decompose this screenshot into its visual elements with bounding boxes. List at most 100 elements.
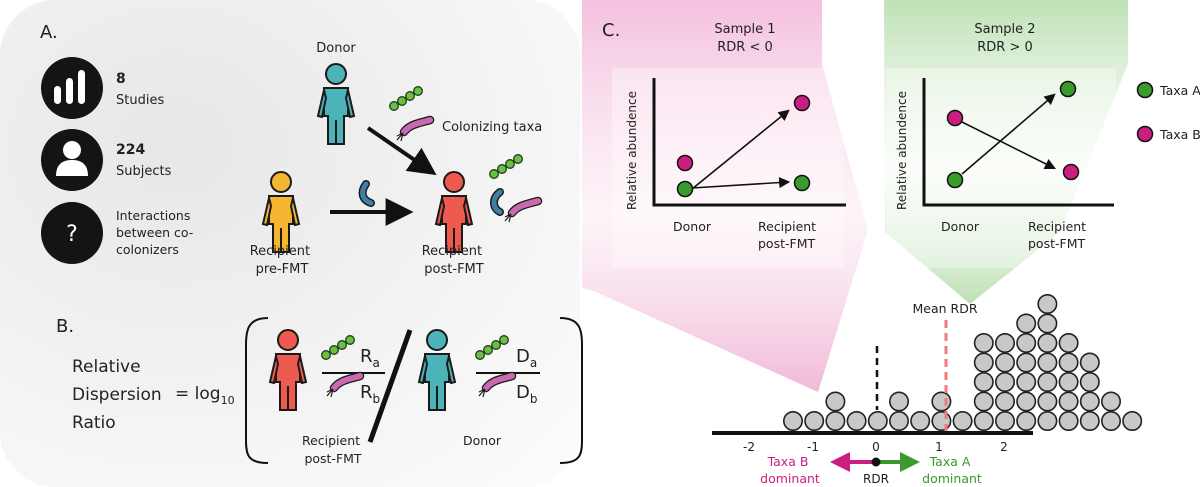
sample2-x-recipient: Recipient post-FMT <box>1028 219 1086 251</box>
legend: Taxa A Taxa B <box>1136 81 1200 143</box>
rdr-sample-dot <box>1016 332 1037 353</box>
rdr-sample-dot <box>1016 371 1037 392</box>
donor-label: Donor <box>316 41 356 56</box>
rdr-sample-dot <box>1058 391 1079 412</box>
recipient-pre-line2: pre-FMT <box>256 262 309 277</box>
sample1-title: Sample 1 <box>714 22 775 37</box>
sample2-axes <box>922 78 1114 207</box>
rdr-sample-dot <box>1037 371 1058 392</box>
question-glyph: ? <box>66 222 78 247</box>
sample2-highlight-fan <box>884 0 1128 304</box>
rdr-sample-dot <box>1122 410 1143 431</box>
taxa-b-dominant-line2: dominant <box>760 471 820 486</box>
ra-letter: R <box>360 346 373 367</box>
rdr-sample-dot <box>846 410 867 431</box>
sample2-taxa-b-recipient-point <box>1062 163 1080 181</box>
rdr-sample-dot <box>804 410 825 431</box>
ra-label: Ra <box>360 346 380 370</box>
stat-interactions-caption: Interactions between co- colonizers <box>116 208 197 257</box>
rdr-sample-dot <box>1058 352 1079 373</box>
rdr-sample-dot <box>1058 410 1079 431</box>
rdr-sample-dot <box>1016 391 1037 412</box>
taxa-b-dominant-line1: Taxa B <box>767 454 809 469</box>
rdr-sample-dot <box>1016 352 1037 373</box>
left-paren <box>245 317 269 464</box>
log-equals: = log10 <box>175 384 235 407</box>
tick-neg2: -2 <box>743 440 755 454</box>
log-text: = log <box>175 384 221 404</box>
sample1-taxa-a-recipient-point <box>793 174 811 192</box>
rdr-sample-dot <box>952 410 973 431</box>
rdr-sample-dot <box>1079 410 1100 431</box>
panel-a-label: A. <box>40 22 58 43</box>
rdr-sample-dot <box>1101 410 1122 431</box>
sample2-x-donor: Donor <box>941 219 980 234</box>
rdr-sample-dot <box>994 332 1015 353</box>
rdr-sample-dot <box>931 410 952 431</box>
question-icon <box>41 202 103 264</box>
rdr-sample-dot <box>867 410 888 431</box>
sample2-ylabel: Relative abundence <box>895 91 909 210</box>
rdr-sample-dot <box>994 391 1015 412</box>
rdr-sample-dot <box>1037 410 1058 431</box>
rdr-axis-ticks: -2 -1 0 1 2 <box>743 440 1008 454</box>
stat-subjects-caption: Subjects <box>116 164 172 179</box>
db-sub: b <box>530 392 538 406</box>
formula-donor-label: Donor <box>463 433 502 448</box>
legend-taxa-a-label: Taxa A <box>1159 83 1200 98</box>
recipient-resident-taxa-icon <box>491 189 503 215</box>
colonizing-taxa-label: Colonizing taxa <box>442 120 542 135</box>
rdr-sample-dot <box>1037 391 1058 412</box>
sample1-x-recipient: Recipient post-FMT <box>758 219 816 251</box>
right-paren <box>559 317 583 464</box>
sample2-taxa-a-donor-point <box>946 171 964 189</box>
da-letter: D <box>516 346 530 367</box>
rdr-dot-histogram <box>782 293 1143 431</box>
rdr-sample-dot <box>1037 293 1058 314</box>
rdr-sample-dot <box>1037 352 1058 373</box>
rdr-axis-label: RDR <box>863 472 889 486</box>
rdr-sample-dot <box>1079 391 1100 412</box>
rdr-sample-dot <box>1079 352 1100 373</box>
rdr-sample-dot <box>1058 332 1079 353</box>
stat-interactions-line1: Interactions <box>116 208 190 223</box>
rb-letter: R <box>360 382 373 403</box>
db-letter: D <box>516 382 530 403</box>
rdr-sample-dot <box>1037 313 1058 334</box>
rdr-term-line3: Ratio <box>72 413 116 433</box>
sample2-taxa-b-donor-point <box>946 109 964 127</box>
sample2-subtitle: RDR > 0 <box>977 40 1033 55</box>
taxa-a-dominant-line2: dominant <box>922 471 982 486</box>
panel-c-label: C. <box>602 20 620 41</box>
rdr-term-line2: Dispersion <box>72 385 162 405</box>
rb-label: Rb <box>360 382 380 406</box>
panel-b-label: B. <box>56 316 74 337</box>
rdr-sample-dot <box>1016 313 1037 334</box>
rdr-sample-dot <box>1037 332 1058 353</box>
rdr-sample-dot <box>973 391 994 412</box>
rdr-sample-dot <box>994 371 1015 392</box>
sample1-taxa-a-donor-point <box>676 180 694 198</box>
taxa-a-dominant-line1: Taxa A <box>929 454 971 469</box>
stat-subjects-value: 224 <box>116 142 145 158</box>
rdr-sample-dot <box>825 410 846 431</box>
da-sub: a <box>530 356 537 370</box>
tick-1: 1 <box>935 440 943 454</box>
rdr-sample-dot <box>973 371 994 392</box>
db-label: Db <box>516 382 538 406</box>
da-label: Da <box>516 346 537 370</box>
sample1-axes <box>652 78 846 207</box>
ra-sub: a <box>373 356 380 370</box>
rdr-sample-dot <box>910 410 931 431</box>
rdr-origin-dot <box>871 457 881 467</box>
sample2-taxa-a-recipient-point <box>1059 80 1077 98</box>
stat-studies-caption: Studies <box>116 93 164 108</box>
rdr-sample-dot <box>994 410 1015 431</box>
donor-to-recipient-arrow <box>366 126 437 176</box>
legend-taxa-b-label: Taxa B <box>1159 127 1200 142</box>
panel-c: C. Sample 1 RDR < 0 Relative abundence D… <box>582 0 1200 486</box>
legend-taxa-b-swatch <box>1136 125 1154 143</box>
stat-interactions-line3: colonizers <box>116 242 179 257</box>
panel-b: B. Relative Dispersion Ratio = log10 Ra … <box>56 316 583 466</box>
